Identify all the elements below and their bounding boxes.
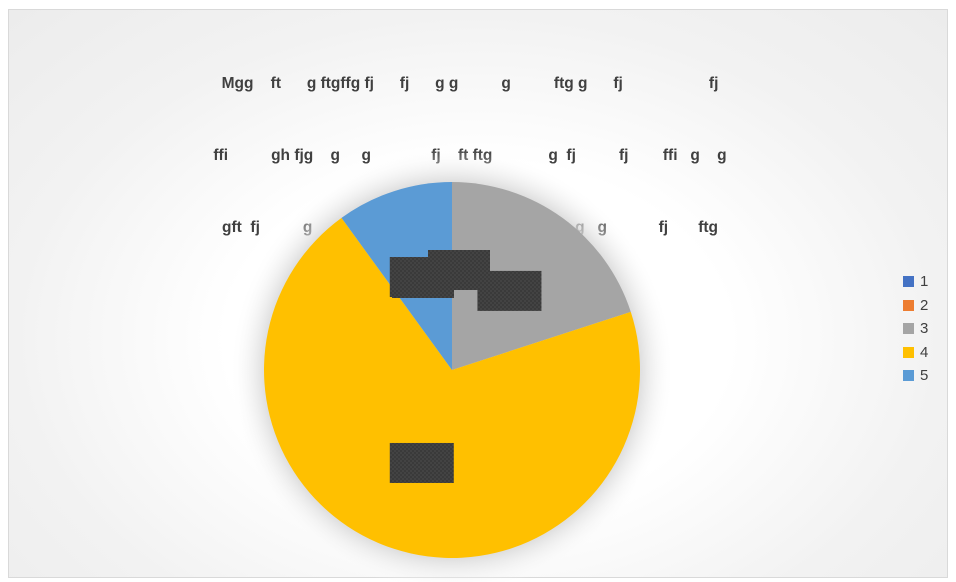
legend-label: 5 <box>920 367 929 385</box>
pie-slice-4 <box>264 217 641 559</box>
chart-title-line: Mgg ft g ftgffg fj fj g g g ftg g fj fj <box>221 75 719 92</box>
legend-label: 4 <box>920 343 929 361</box>
legend-item: 2 <box>903 294 943 318</box>
legend: 1 2 3 4 5 <box>903 270 943 388</box>
legend-item: 3 <box>903 317 943 341</box>
chart-title-line: ffi gh fjg g g fj ft ftg g fj fj ffi g g <box>213 147 727 164</box>
legend-label: 1 <box>920 273 929 291</box>
legend-swatch <box>903 299 914 311</box>
data-label-3 <box>477 270 542 311</box>
data-label-5 <box>389 257 454 298</box>
legend-item: 5 <box>903 364 943 388</box>
legend-swatch <box>903 370 914 382</box>
legend-swatch <box>903 276 914 288</box>
legend-swatch <box>903 323 914 335</box>
legend-swatch <box>903 346 914 358</box>
legend-item: 4 <box>903 341 943 365</box>
data-label-4 <box>389 442 454 483</box>
legend-item: 1 <box>903 270 943 294</box>
legend-label: 3 <box>920 320 929 338</box>
legend-label: 2 <box>920 296 929 314</box>
